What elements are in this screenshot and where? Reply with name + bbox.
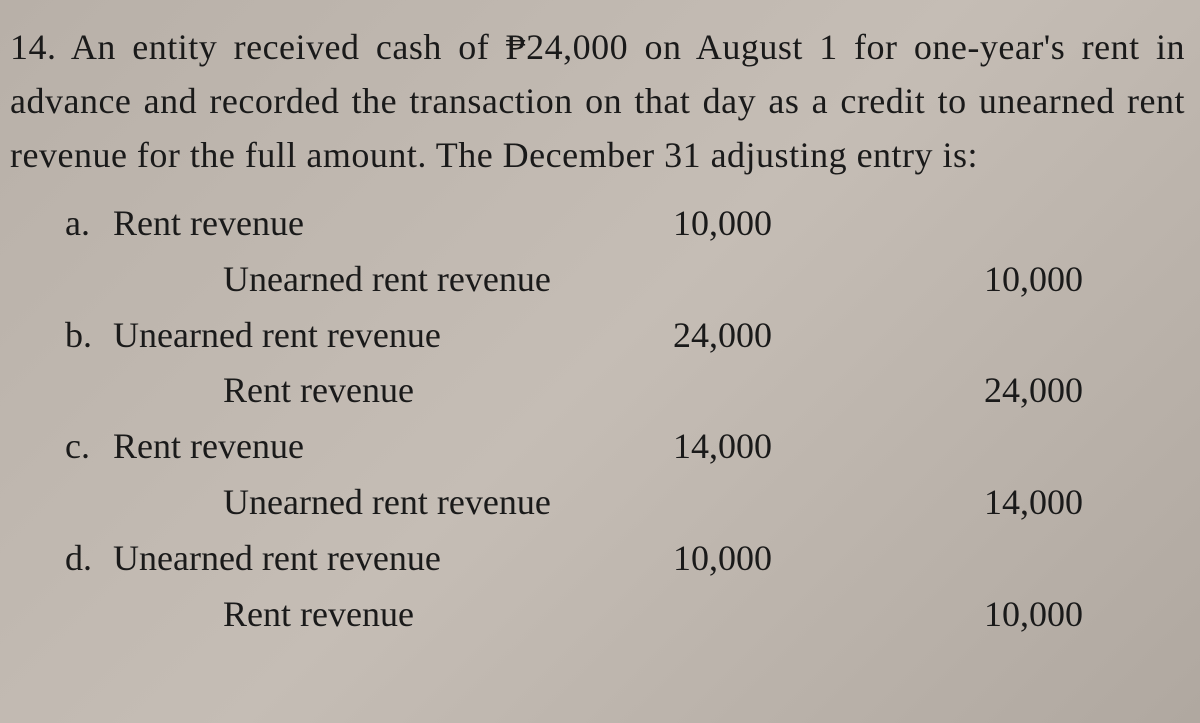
option-d-label: d. [65,531,113,587]
option-b-credit-row: Rent revenue 24,000 [65,363,1185,419]
option-a-credit-amount: 10,000 [913,252,1113,308]
option-b-debit-row: b. Unearned rent revenue 24,000 [65,308,1185,364]
option-a-credit-account: Unearned rent revenue [113,252,633,308]
option-d-debit-amount: 10,000 [633,531,913,587]
option-c-debit-account: Rent revenue [113,419,633,475]
option-c-credit-amount: 14,000 [913,475,1113,531]
question-text: 14. An entity received cash of ₱24,000 o… [10,20,1185,182]
option-a-debit-amount: 10,000 [633,196,913,252]
option-c-debit-row: c. Rent revenue 14,000 [65,419,1185,475]
option-c-debit-amount: 14,000 [633,419,913,475]
option-b-credit-amount: 24,000 [913,363,1113,419]
option-a-debit-account: Rent revenue [113,196,633,252]
option-d-debit-account: Unearned rent revenue [113,531,633,587]
question-number: 14. [10,27,57,67]
question-container: 14. An entity received cash of ₱24,000 o… [10,20,1185,642]
option-d-credit-row: Rent revenue 10,000 [65,587,1185,643]
option-b-credit-account: Rent revenue [113,363,633,419]
option-b-debit-amount: 24,000 [633,308,913,364]
option-d-credit-amount: 10,000 [913,587,1113,643]
option-c-label: c. [65,419,113,475]
option-b-debit-account: Unearned rent revenue [113,308,633,364]
option-c-credit-account: Unearned rent revenue [113,475,633,531]
option-c-credit-row: Unearned rent revenue 14,000 [65,475,1185,531]
option-a-credit-row: Unearned rent revenue 10,000 [65,252,1185,308]
options-container: a. Rent revenue 10,000 Unearned rent rev… [10,196,1185,642]
option-d-debit-row: d. Unearned rent revenue 10,000 [65,531,1185,587]
option-b-label: b. [65,308,113,364]
option-a-label: a. [65,196,113,252]
option-a-debit-row: a. Rent revenue 10,000 [65,196,1185,252]
question-body: An entity received cash of ₱24,000 on Au… [10,27,1185,175]
option-d-credit-account: Rent revenue [113,587,633,643]
